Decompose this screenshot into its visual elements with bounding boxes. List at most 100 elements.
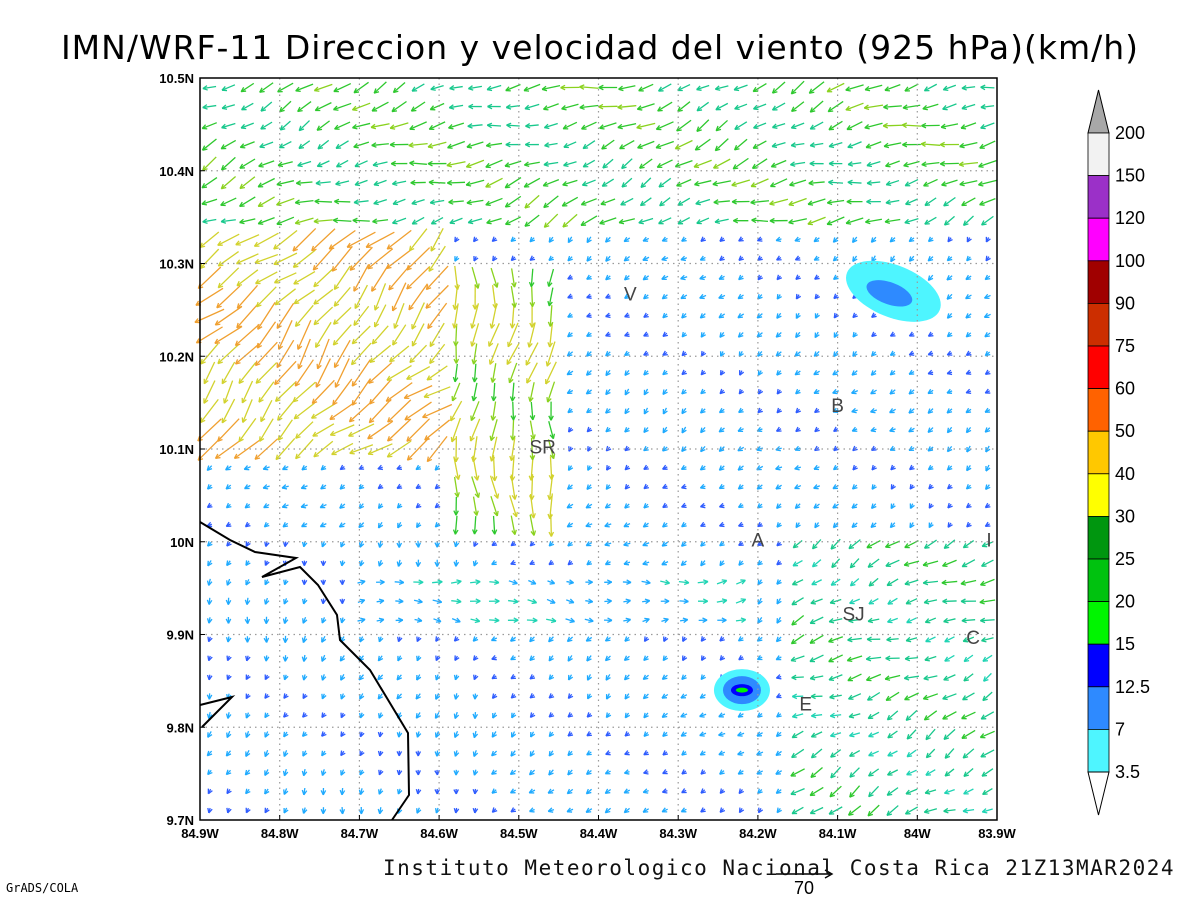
wind-arrow bbox=[235, 343, 260, 365]
wind-arrow bbox=[225, 597, 232, 605]
wind-arrow bbox=[427, 141, 447, 149]
wind-arrow bbox=[335, 140, 349, 150]
wind-arrow bbox=[680, 731, 687, 737]
wind-arrow bbox=[643, 503, 649, 509]
wind-arrow bbox=[962, 692, 975, 701]
wind-arrow bbox=[681, 483, 687, 490]
wind-arrow bbox=[510, 419, 516, 441]
wind-arrow bbox=[868, 597, 879, 605]
wind-arrow bbox=[790, 122, 805, 130]
wind-arrow bbox=[658, 217, 672, 225]
wind-arrow bbox=[809, 654, 824, 663]
wind-arrow bbox=[813, 503, 820, 509]
wind-arrow bbox=[566, 788, 574, 795]
wind-arrow bbox=[226, 655, 232, 662]
wind-arrow bbox=[661, 560, 669, 566]
wind-arrow bbox=[882, 122, 903, 129]
wind-arrow bbox=[332, 378, 353, 406]
wind-arrow bbox=[335, 180, 350, 187]
wind-arrow bbox=[699, 313, 706, 319]
wind-arrow bbox=[203, 361, 216, 385]
wind-arrow bbox=[199, 248, 220, 269]
wind-arrow bbox=[547, 322, 554, 348]
wind-arrow bbox=[264, 788, 270, 795]
wind-arrow bbox=[221, 84, 236, 92]
wind-arrow bbox=[624, 750, 630, 756]
wind-arrow bbox=[586, 712, 593, 718]
wind-arrow bbox=[966, 445, 972, 453]
wind-arrow bbox=[506, 122, 520, 129]
wind-arrow bbox=[273, 272, 297, 284]
wind-arrow bbox=[297, 160, 312, 168]
wind-arrow bbox=[851, 426, 858, 432]
wind-arrow bbox=[473, 674, 479, 681]
wind-arrow bbox=[314, 321, 332, 348]
wind-arrow bbox=[292, 249, 316, 268]
wind-arrow bbox=[340, 769, 346, 776]
lon-tick-label: 84.8W bbox=[261, 826, 299, 841]
wind-arrow bbox=[962, 748, 975, 759]
wind-arrow bbox=[681, 350, 688, 357]
wind-arrow bbox=[605, 484, 612, 490]
wind-arrow bbox=[617, 104, 637, 110]
wind-arrow bbox=[278, 140, 292, 149]
wind-arrow bbox=[510, 285, 517, 308]
wind-arrow bbox=[980, 122, 995, 130]
wind-arrow bbox=[523, 83, 541, 92]
wind-arrow bbox=[510, 540, 517, 547]
wind-arrow bbox=[422, 403, 453, 419]
wind-arrow bbox=[681, 788, 687, 794]
wind-arrow bbox=[507, 617, 519, 624]
wind-arrow bbox=[300, 484, 308, 490]
reference-vector: 70 bbox=[776, 869, 834, 898]
wind-arrow bbox=[386, 229, 412, 250]
wind-arrow bbox=[223, 380, 234, 404]
wind-arrow bbox=[833, 293, 839, 300]
wind-arrow bbox=[585, 579, 593, 586]
wind-arrow bbox=[943, 539, 956, 550]
wind-arrow bbox=[543, 195, 559, 209]
wind-arrow bbox=[547, 807, 555, 813]
wind-arrow bbox=[870, 445, 877, 452]
wind-arrow bbox=[904, 83, 919, 92]
wind-arrow bbox=[491, 769, 498, 775]
wind-arrow bbox=[927, 236, 934, 243]
wind-arrow bbox=[202, 156, 217, 171]
wind-arrow bbox=[887, 750, 898, 757]
wind-arrow bbox=[467, 123, 483, 129]
wind-arrow bbox=[981, 768, 994, 777]
wind-arrow bbox=[681, 521, 687, 528]
wind-arrow bbox=[775, 484, 782, 490]
wind-arrow bbox=[776, 312, 782, 319]
wind-arrow bbox=[903, 160, 920, 168]
wind-arrow bbox=[414, 617, 423, 623]
coastline bbox=[199, 521, 411, 821]
wind-arrow bbox=[245, 731, 251, 739]
wind-arrow bbox=[621, 158, 633, 170]
wind-arrow bbox=[623, 769, 630, 775]
wind-arrow bbox=[353, 81, 369, 94]
wind-arrow bbox=[260, 101, 273, 112]
wind-arrow bbox=[472, 560, 479, 567]
wind-arrow bbox=[225, 750, 232, 757]
wind-arrow bbox=[715, 119, 728, 132]
wind-arrow bbox=[529, 559, 535, 565]
wind-arrow bbox=[321, 541, 327, 548]
wind-arrow bbox=[340, 712, 346, 719]
wind-arrow bbox=[603, 617, 613, 624]
wind-arrow bbox=[546, 381, 556, 403]
wind-arrow bbox=[524, 103, 540, 111]
wind-arrow bbox=[624, 331, 630, 337]
wind-arrow bbox=[241, 102, 254, 111]
wind-arrow bbox=[371, 142, 389, 148]
wind-arrow bbox=[719, 521, 725, 528]
wind-arrow bbox=[775, 426, 782, 432]
wind-arrow bbox=[206, 541, 213, 547]
wind-arrow bbox=[524, 141, 539, 148]
wind-arrow bbox=[980, 749, 995, 758]
wind-arrow bbox=[963, 767, 974, 778]
lat-tick-label: 10.3N bbox=[159, 257, 194, 272]
wind-arrow bbox=[941, 579, 958, 586]
wind-arrow bbox=[505, 83, 521, 92]
